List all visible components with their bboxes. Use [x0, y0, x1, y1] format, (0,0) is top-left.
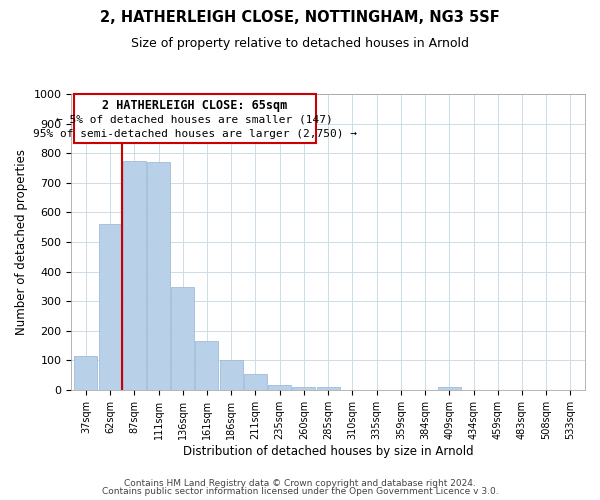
Bar — [317, 388, 340, 390]
Bar — [244, 374, 267, 390]
Bar — [220, 360, 243, 390]
Text: Size of property relative to detached houses in Arnold: Size of property relative to detached ho… — [131, 38, 469, 51]
Bar — [171, 287, 194, 390]
Bar — [98, 224, 122, 390]
Bar — [196, 341, 218, 390]
Bar — [268, 384, 291, 390]
Bar — [147, 162, 170, 390]
X-axis label: Distribution of detached houses by size in Arnold: Distribution of detached houses by size … — [183, 444, 473, 458]
Bar — [292, 387, 316, 390]
Text: ← 5% of detached houses are smaller (147): ← 5% of detached houses are smaller (147… — [56, 115, 333, 125]
Y-axis label: Number of detached properties: Number of detached properties — [15, 149, 28, 335]
Title: 2, HATHERLEIGH CLOSE, NOTTINGHAM, NG3 5SF: 2, HATHERLEIGH CLOSE, NOTTINGHAM, NG3 5S… — [0, 499, 1, 500]
Text: Contains HM Land Registry data © Crown copyright and database right 2024.: Contains HM Land Registry data © Crown c… — [124, 478, 476, 488]
Text: 2, HATHERLEIGH CLOSE, NOTTINGHAM, NG3 5SF: 2, HATHERLEIGH CLOSE, NOTTINGHAM, NG3 5S… — [100, 10, 500, 25]
Text: 95% of semi-detached houses are larger (2,750) →: 95% of semi-detached houses are larger (… — [33, 128, 357, 138]
Text: Contains public sector information licensed under the Open Government Licence v : Contains public sector information licen… — [101, 487, 499, 496]
Text: 2 HATHERLEIGH CLOSE: 65sqm: 2 HATHERLEIGH CLOSE: 65sqm — [102, 98, 287, 112]
Bar — [438, 387, 461, 390]
Bar — [123, 160, 146, 390]
Bar — [74, 356, 97, 390]
Bar — [74, 94, 316, 144]
